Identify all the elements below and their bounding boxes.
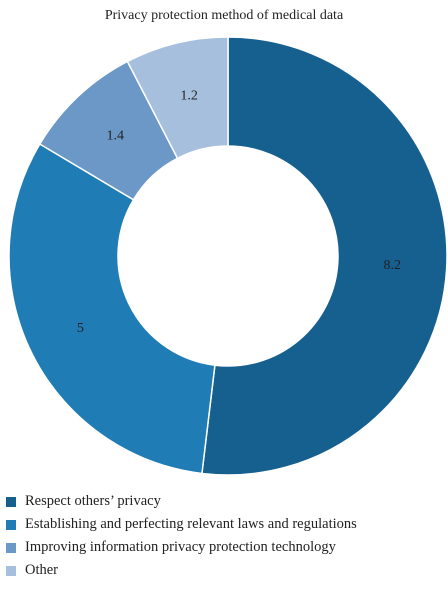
legend-swatch [6, 542, 16, 553]
chart-title: Privacy protection method of medical dat… [104, 8, 344, 23]
donut-chart: 8.2 5 1.4 1.2 [8, 36, 448, 476]
slice-value-label-4: 1.2 [180, 88, 198, 103]
legend-item-2: Establishing and perfecting relevant law… [6, 513, 357, 536]
donut-slice-1 [201, 36, 448, 476]
donut-slice-2 [8, 142, 216, 475]
legend-label: Improving information privacy protection… [25, 539, 336, 555]
legend-label: Establishing and perfecting relevant law… [25, 516, 357, 532]
chart-legend: Respect others’ privacy Establishing and … [6, 490, 357, 582]
legend-swatch [6, 496, 16, 507]
slice-value-label-1: 8.2 [383, 258, 401, 273]
legend-item-1: Respect others’ privacy [6, 490, 357, 513]
legend-label: Respect others’ privacy [25, 493, 161, 509]
legend-item-3: Improving information privacy protection… [6, 536, 357, 559]
slice-value-label-3: 1.4 [106, 128, 124, 143]
legend-item-4: Other [6, 559, 357, 582]
donut-slice-4 [126, 36, 229, 160]
legend-swatch [6, 565, 16, 576]
slice-value-label-2: 5 [77, 321, 84, 336]
legend-swatch [6, 519, 16, 530]
legend-label: Other [25, 562, 59, 578]
